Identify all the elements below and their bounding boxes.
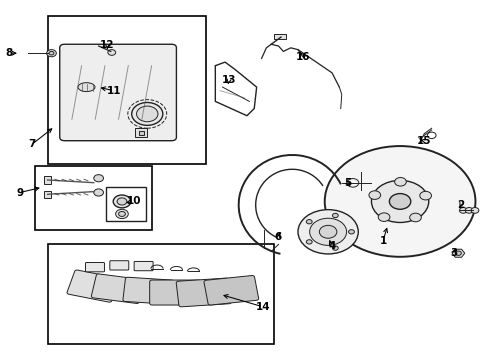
Text: 5: 5 — [343, 178, 350, 188]
Circle shape — [409, 213, 421, 222]
Circle shape — [117, 198, 126, 205]
Text: 14: 14 — [255, 302, 270, 312]
Circle shape — [108, 50, 116, 55]
Circle shape — [305, 240, 311, 244]
Text: 6: 6 — [273, 232, 281, 242]
Bar — [135, 128, 147, 137]
Circle shape — [458, 207, 466, 213]
Circle shape — [118, 211, 125, 216]
FancyBboxPatch shape — [91, 274, 144, 303]
Text: 3: 3 — [449, 248, 456, 258]
Text: 10: 10 — [126, 197, 141, 206]
Circle shape — [332, 246, 338, 250]
Bar — [47, 244, 273, 344]
Bar — [35, 166, 152, 230]
Text: 15: 15 — [416, 136, 431, 146]
Text: 8: 8 — [5, 48, 12, 58]
Circle shape — [309, 218, 346, 246]
FancyBboxPatch shape — [67, 270, 119, 302]
Bar — [47, 16, 205, 164]
Circle shape — [377, 213, 389, 221]
Circle shape — [324, 146, 474, 257]
Text: 11: 11 — [107, 86, 121, 96]
Text: 4: 4 — [327, 241, 335, 251]
Ellipse shape — [78, 83, 95, 91]
Circle shape — [388, 194, 410, 209]
Bar — [106, 187, 145, 221]
Text: 16: 16 — [295, 52, 309, 62]
Text: 2: 2 — [456, 200, 464, 210]
Circle shape — [348, 230, 354, 234]
Circle shape — [94, 175, 103, 182]
Polygon shape — [451, 249, 464, 257]
FancyBboxPatch shape — [60, 44, 176, 141]
Circle shape — [297, 210, 358, 254]
FancyBboxPatch shape — [203, 275, 258, 305]
FancyBboxPatch shape — [149, 280, 201, 305]
Circle shape — [131, 103, 163, 125]
Text: 9: 9 — [16, 188, 23, 198]
Circle shape — [455, 251, 460, 255]
Circle shape — [470, 207, 478, 213]
Circle shape — [46, 50, 56, 57]
Text: 7: 7 — [28, 139, 36, 149]
Circle shape — [136, 106, 158, 122]
Circle shape — [305, 220, 311, 224]
Text: 1: 1 — [379, 236, 386, 246]
Bar — [273, 33, 285, 39]
Bar — [138, 131, 143, 135]
Circle shape — [368, 191, 380, 199]
Circle shape — [116, 209, 128, 219]
FancyBboxPatch shape — [122, 277, 174, 304]
FancyBboxPatch shape — [176, 278, 231, 307]
Circle shape — [49, 51, 54, 55]
Bar — [44, 176, 51, 184]
Circle shape — [371, 180, 428, 222]
Bar — [44, 191, 51, 198]
Circle shape — [332, 213, 338, 218]
FancyBboxPatch shape — [85, 262, 104, 272]
Circle shape — [419, 192, 430, 200]
Circle shape — [113, 195, 130, 208]
Circle shape — [464, 207, 472, 213]
Circle shape — [394, 177, 406, 186]
FancyBboxPatch shape — [134, 261, 153, 271]
Circle shape — [94, 189, 103, 196]
Text: 13: 13 — [221, 75, 236, 85]
Text: 12: 12 — [100, 40, 114, 50]
FancyBboxPatch shape — [110, 261, 128, 270]
Circle shape — [319, 225, 336, 238]
